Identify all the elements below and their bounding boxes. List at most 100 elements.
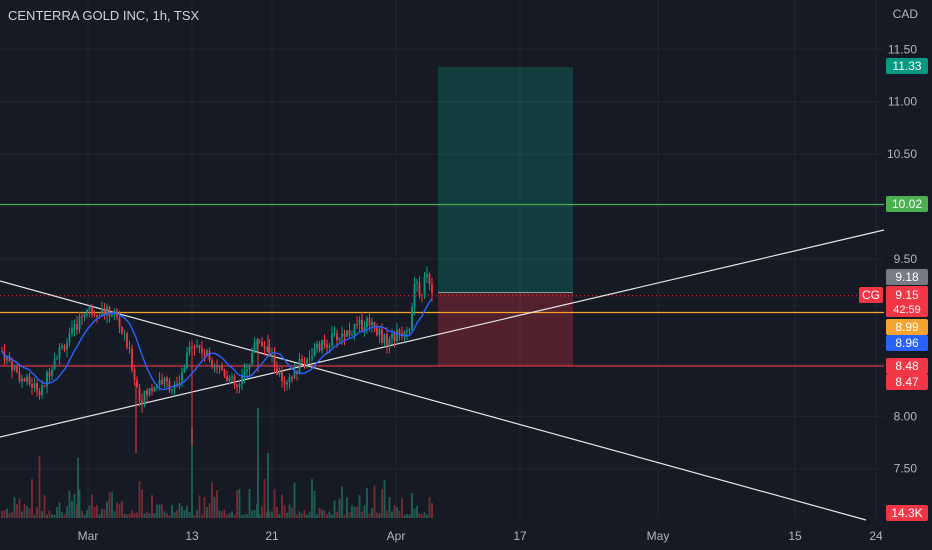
candle-body	[431, 284, 433, 293]
candle-body	[161, 379, 163, 384]
volume-bar	[321, 509, 323, 518]
volume-bar	[126, 514, 128, 518]
volume-bar	[208, 503, 211, 518]
volume-bar	[306, 514, 308, 518]
price-labels: 11.33 10.02 9.18 8.99 8.96 8.48 8.47 9.15 42:59 C…	[859, 58, 928, 521]
candle-body	[368, 318, 371, 326]
candle-body	[286, 382, 288, 385]
volume-bar	[371, 508, 373, 518]
volume-bar	[403, 514, 406, 518]
candle-body	[56, 358, 58, 360]
candle-body	[183, 367, 186, 373]
price-label: 9.18	[895, 270, 919, 284]
price-label-bg	[886, 196, 928, 212]
trendline-down[interactable]	[0, 280, 867, 521]
volume-bar	[56, 507, 58, 518]
volume-bar	[391, 511, 393, 518]
horizontal-levels	[0, 203, 884, 367]
volume-bar	[231, 511, 233, 518]
target-zone[interactable]	[438, 67, 573, 293]
volume-bar	[418, 513, 421, 518]
candle-body	[231, 376, 233, 378]
volume-bar	[248, 489, 251, 518]
candle-body	[223, 369, 226, 377]
volume-bar	[46, 514, 48, 518]
volume-bar	[376, 512, 378, 518]
volume-bar	[156, 504, 158, 518]
volume-bar	[243, 514, 246, 518]
price-label: 8.47	[895, 375, 919, 389]
candle-body	[136, 380, 138, 388]
volume-bar	[316, 514, 318, 518]
volume-bar	[233, 514, 236, 518]
x-tick-label: 21	[265, 529, 279, 543]
candle-body	[31, 384, 33, 388]
volume-bar	[171, 505, 173, 518]
volume-bar	[273, 488, 276, 518]
candle-body	[26, 376, 28, 382]
candle-body	[13, 366, 16, 371]
volume-bar	[363, 505, 366, 518]
volume-bar	[128, 513, 131, 518]
candle-body	[281, 372, 283, 382]
volume-bar	[151, 495, 153, 518]
volume-bar	[11, 511, 13, 518]
candle-body	[81, 316, 83, 318]
y-tick-label: 7.50	[894, 462, 918, 476]
volume-bar	[63, 514, 66, 518]
candle-body	[381, 329, 383, 343]
volume-bar	[203, 497, 206, 518]
volume-bar	[398, 510, 401, 518]
candle-body	[141, 400, 143, 405]
candle-body	[201, 348, 203, 354]
candle-body	[266, 347, 268, 349]
volume-bar	[78, 489, 81, 518]
candle-body	[243, 371, 246, 375]
candle-body	[61, 345, 63, 347]
candle-body	[11, 361, 13, 371]
candle-body	[48, 372, 51, 377]
price-label-bg	[886, 58, 928, 74]
volume-bar	[41, 511, 43, 518]
volume-bar	[413, 508, 416, 518]
volume-bar	[158, 504, 161, 518]
volume-bar	[173, 512, 176, 518]
candle-body	[316, 343, 318, 349]
candle-body	[76, 323, 78, 330]
volume-bar	[303, 509, 306, 518]
volume-bar	[386, 510, 388, 518]
currency-label[interactable]: CAD	[892, 7, 918, 21]
volume-bar	[26, 506, 28, 518]
volume-bar	[296, 514, 298, 518]
volume-bar	[341, 486, 343, 518]
volume-bar	[71, 501, 73, 518]
candle-body	[8, 356, 11, 362]
volume-bar	[141, 489, 143, 518]
candle-body	[21, 378, 23, 382]
volume-bar	[388, 497, 391, 518]
symbol-badge: CG	[862, 288, 880, 302]
candle-body	[361, 319, 363, 331]
candle-body	[273, 354, 276, 368]
volume-bar	[246, 514, 248, 518]
volume-bar	[21, 511, 23, 518]
candle-body	[146, 390, 148, 395]
volume-bar	[86, 510, 88, 518]
candle-body	[131, 348, 133, 370]
volume-bar	[166, 513, 168, 518]
volume-label-bg	[886, 505, 928, 521]
price-label: 8.96	[895, 336, 919, 350]
volume-bar	[1, 510, 3, 518]
volume-bar	[73, 493, 76, 518]
candle-body	[371, 322, 373, 326]
symbol-title[interactable]: CENTERRA GOLD INC, 1h, TSX	[8, 8, 200, 23]
volume-bar	[301, 513, 303, 518]
candle-body	[383, 334, 386, 343]
volume-bar	[66, 506, 68, 518]
volume-bar	[276, 507, 278, 518]
volume-bar	[198, 495, 201, 518]
candle-body	[353, 323, 356, 335]
candle-body	[363, 327, 366, 331]
volume-bar	[238, 488, 241, 518]
